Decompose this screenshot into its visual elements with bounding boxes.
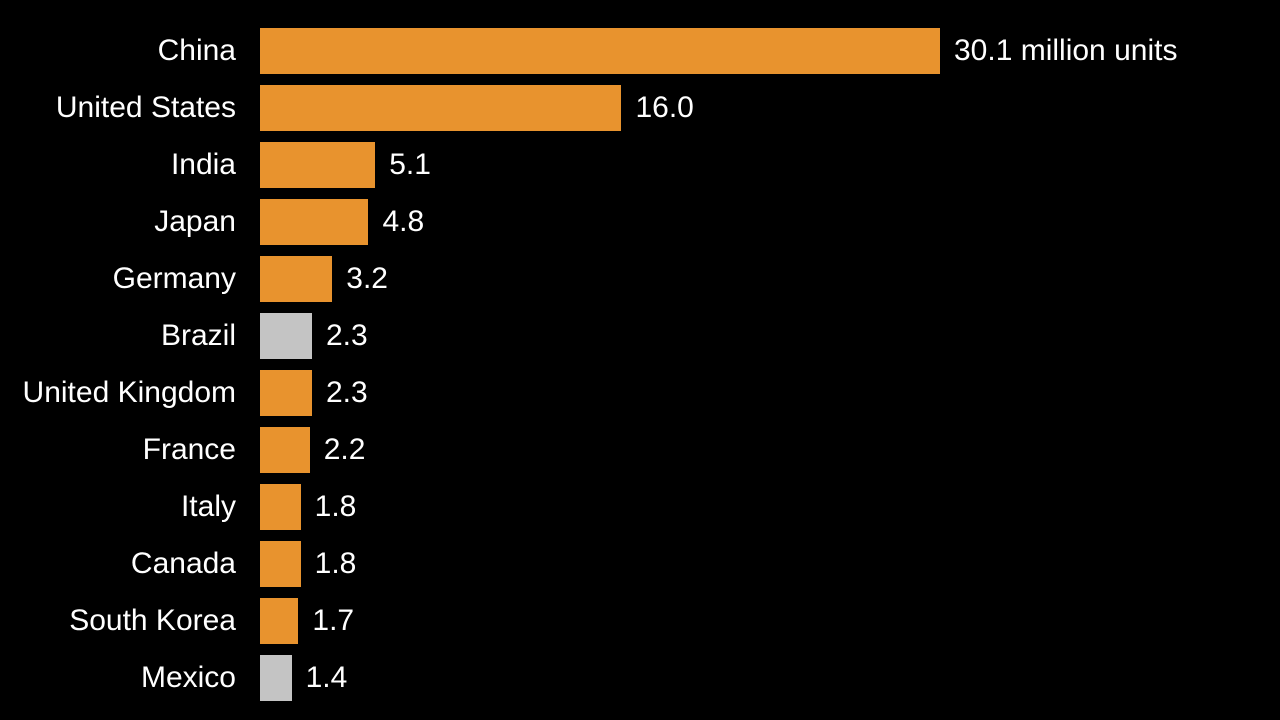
vehicle-sales-bar-chart: China 30.1 million units United States 16.0… <box>0 0 1280 720</box>
bar-row: Mexico 1.4 <box>0 655 1280 701</box>
country-label: Italy <box>0 490 248 524</box>
bar-row: South Korea 1.7 <box>0 598 1280 644</box>
bar <box>260 313 312 359</box>
country-label: United States <box>0 91 248 125</box>
value-label: 1.8 <box>301 547 357 581</box>
bar-row: France 2.2 <box>0 427 1280 473</box>
country-label: France <box>0 433 248 467</box>
country-label: South Korea <box>0 604 248 638</box>
bar <box>260 655 292 701</box>
country-label: Mexico <box>0 661 248 695</box>
bar <box>260 256 332 302</box>
value-label: 2.3 <box>312 319 368 353</box>
bar-row: India 5.1 <box>0 142 1280 188</box>
bar <box>260 484 301 530</box>
value-label: 2.3 <box>312 376 368 410</box>
bar-row: China 30.1 million units <box>0 28 1280 74</box>
country-label: Brazil <box>0 319 248 353</box>
value-label: 5.1 <box>375 148 431 182</box>
bar-row: Brazil 2.3 <box>0 313 1280 359</box>
bar <box>260 199 368 245</box>
country-label: Germany <box>0 262 248 296</box>
bar <box>260 427 310 473</box>
bar-row: United States 16.0 <box>0 85 1280 131</box>
country-label: Canada <box>0 547 248 581</box>
country-label: United Kingdom <box>0 376 248 410</box>
country-label: India <box>0 148 248 182</box>
value-label: 16.0 <box>621 91 693 125</box>
value-label: 1.4 <box>292 661 348 695</box>
bar <box>260 28 940 74</box>
value-label: 2.2 <box>310 433 366 467</box>
value-label: 3.2 <box>332 262 388 296</box>
bar <box>260 142 375 188</box>
country-label: Japan <box>0 205 248 239</box>
bar-row: Japan 4.8 <box>0 199 1280 245</box>
bar <box>260 598 298 644</box>
value-label: 30.1 million units <box>940 34 1177 68</box>
bar <box>260 85 621 131</box>
bar-row: United Kingdom 2.3 <box>0 370 1280 416</box>
value-label: 4.8 <box>368 205 424 239</box>
country-label: China <box>0 34 248 68</box>
bar-row: Canada 1.8 <box>0 541 1280 587</box>
value-label: 1.7 <box>298 604 354 638</box>
bar <box>260 370 312 416</box>
bar-row: Germany 3.2 <box>0 256 1280 302</box>
bar <box>260 541 301 587</box>
bar-row: Italy 1.8 <box>0 484 1280 530</box>
value-label: 1.8 <box>301 490 357 524</box>
